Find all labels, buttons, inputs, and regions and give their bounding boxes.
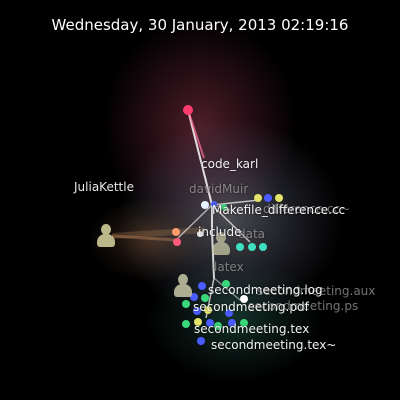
file-node-orange (172, 228, 180, 236)
edge-red-branch (187, 109, 205, 159)
file-node-pink (173, 238, 181, 246)
date-time-display: Wednesday, 30 January, 2013 02:19:16 (51, 16, 349, 34)
edge-latex-right (213, 277, 241, 301)
file-node-blue (264, 194, 272, 202)
file-label-makefile-difference: Makefile_difference.cc (212, 203, 346, 217)
edge-code-karl (187, 109, 213, 206)
file-node-blue (197, 337, 205, 345)
file-node-blue (225, 309, 233, 317)
file-node-green (221, 204, 227, 210)
file-node-blue (193, 307, 201, 315)
file-label-pdf: secondmeeting.pdf (193, 300, 309, 314)
edge-latex (211, 231, 215, 279)
file-node-blue (206, 319, 214, 327)
file-node-blue (198, 282, 206, 290)
file-node-yellow (254, 194, 262, 202)
action-beam (111, 234, 177, 242)
file-node-green (240, 319, 248, 327)
file-label-tex-backup: secondmeeting.tex~ (211, 338, 337, 352)
dir-label-include: include (198, 225, 242, 239)
file-node-blue (211, 201, 217, 207)
file-node-green (182, 300, 190, 308)
file-label-ps: secondmeeting.ps (248, 299, 359, 313)
file-node-yellow (194, 318, 202, 326)
dir-label-code-karl: code_karl (201, 157, 259, 171)
user-label-david: davidMuir (189, 182, 249, 196)
user-avatar-david (212, 232, 230, 256)
file-node-teal (259, 243, 267, 251)
file-node-green (222, 280, 230, 288)
file-node-blue (228, 319, 236, 327)
file-label-log: secondmeeting.log (208, 283, 323, 297)
file-label-tex: secondmeeting.tex (194, 322, 310, 336)
file-node-blue (190, 293, 198, 301)
file-node-white (240, 295, 248, 303)
file-node-yellow (275, 194, 283, 202)
edge-include-left (177, 204, 213, 239)
file-node-green (214, 322, 222, 330)
file-node-white (201, 201, 209, 209)
file-label-difference-backup: difference.cc~ (263, 202, 351, 216)
dir-label-latex: latex (214, 260, 244, 274)
file-node-teal (248, 243, 256, 251)
edge-data (211, 204, 251, 243)
user-label-julia: JuliaKettle (74, 180, 134, 194)
file-node-teal (236, 243, 244, 251)
user-avatar-other (174, 274, 192, 298)
file-node-green (201, 294, 209, 302)
file-node-red (183, 105, 193, 115)
edge-makefile (211, 199, 261, 206)
file-node-green (182, 320, 190, 328)
file-label-aux: secondmeeting.aux (257, 284, 376, 298)
action-beam (111, 227, 206, 239)
user-avatar-julia (97, 224, 115, 248)
dir-label-data: data (238, 227, 266, 241)
file-node-yellow (204, 306, 212, 314)
file-node-white (197, 231, 203, 237)
